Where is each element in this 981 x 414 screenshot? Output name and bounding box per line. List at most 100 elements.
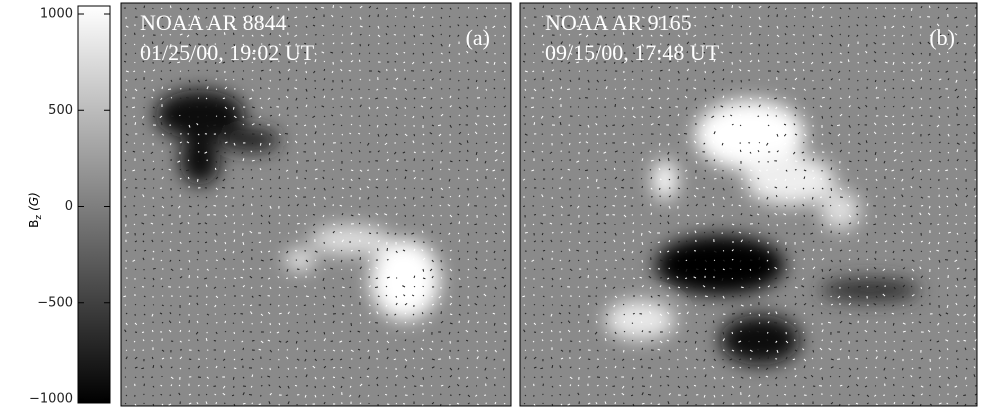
vector [876,25,877,26]
vector [804,313,805,314]
vector [431,7,432,8]
vector [794,25,795,26]
vector [759,314,760,316]
vector [866,251,867,252]
vector [858,296,859,297]
vector [387,259,388,260]
vector [377,142,378,143]
vector [768,233,770,234]
vector [822,269,823,272]
vector [560,385,561,386]
vector [938,7,939,8]
vector [921,296,922,297]
vector [394,359,396,360]
vector [143,143,144,144]
vector [911,330,912,332]
vector [714,296,715,297]
vector [135,269,136,270]
vector [216,260,218,261]
vector [270,80,271,81]
vector [216,322,217,323]
vector [597,232,598,233]
vector [669,80,670,81]
vector [494,106,495,107]
vector [476,232,477,233]
vector [162,251,163,252]
vector [732,259,733,260]
vector [928,169,930,170]
vector [957,251,958,254]
vector [596,287,597,289]
vector [732,169,733,170]
vector [332,394,333,395]
vector [585,170,588,171]
vector [903,395,905,396]
vector [947,206,948,207]
vector [885,116,887,117]
vector [341,224,342,225]
vector [903,305,904,306]
vector [947,348,948,350]
vector [750,43,753,44]
vector [884,106,885,107]
vector [349,70,351,71]
vector [552,404,553,405]
vector [360,377,361,378]
vector [848,287,849,288]
vector [259,349,261,350]
vector [884,35,885,36]
vector [867,350,868,351]
vector [243,124,244,125]
vector [532,71,534,72]
vector [504,377,505,378]
vector [468,286,469,287]
vector [305,232,306,233]
vector [422,312,423,314]
vector [876,242,878,243]
vector [333,187,334,188]
vector [369,61,370,62]
vector [822,215,823,216]
vector [296,296,297,297]
vector [467,251,468,252]
vector [775,179,777,180]
vector [431,385,432,386]
vector [848,16,849,17]
vector [893,241,894,242]
vector [179,260,180,261]
vector [885,89,886,91]
vector [225,321,226,323]
vector [632,124,633,125]
vector [921,287,922,289]
vector [849,314,851,315]
vector [802,62,804,63]
vector [252,374,253,377]
vector [813,107,814,108]
vector [596,259,597,260]
vector [893,42,894,44]
vector [333,5,334,8]
vector [921,179,922,180]
vector [378,43,379,44]
vector [495,97,496,98]
vector [153,404,154,405]
vector [351,43,354,44]
vector [668,158,669,161]
vector [197,179,198,182]
vector [351,277,352,278]
vector [542,339,543,341]
vector [225,287,226,288]
vector [948,152,949,153]
vector [867,286,868,287]
vector [795,169,797,170]
vector [551,340,552,341]
vector [642,89,643,90]
vector [423,88,424,89]
vector [893,133,894,134]
vector [449,88,450,89]
vector [596,276,597,278]
vector [360,79,361,80]
vector [713,321,714,323]
vector [579,296,580,297]
vector [947,188,948,189]
